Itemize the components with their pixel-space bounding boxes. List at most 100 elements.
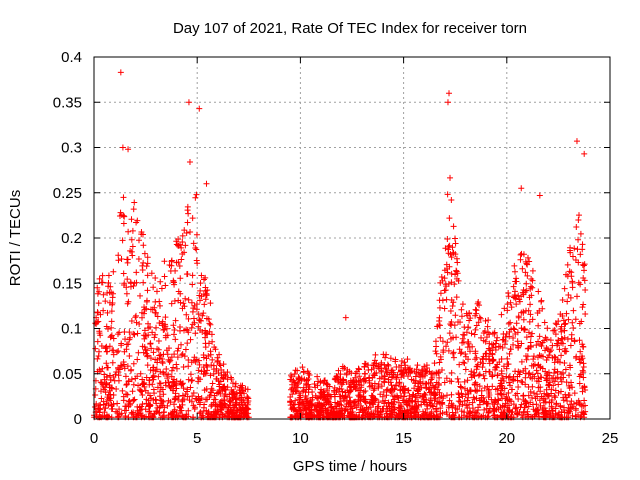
data-point <box>404 410 411 417</box>
data-point <box>515 383 522 390</box>
data-point <box>137 370 144 377</box>
data-point <box>527 388 534 395</box>
data-point <box>115 377 122 384</box>
data-point <box>459 393 466 400</box>
data-point <box>492 366 499 373</box>
data-point <box>103 381 110 388</box>
data-point <box>98 395 105 402</box>
data-point <box>418 367 425 374</box>
data-point <box>437 353 444 360</box>
data-point <box>231 392 238 399</box>
data-point <box>439 338 446 345</box>
data-point <box>108 324 115 331</box>
outlier-point <box>342 314 349 321</box>
data-point <box>195 367 202 374</box>
data-point <box>538 393 545 400</box>
data-point <box>419 366 426 373</box>
data-point <box>190 240 197 247</box>
data-point <box>185 357 192 364</box>
data-point <box>289 391 296 398</box>
data-point <box>558 328 565 335</box>
data-point <box>135 382 142 389</box>
data-point <box>102 389 109 396</box>
data-point <box>534 310 541 317</box>
outlier-point <box>203 180 210 187</box>
data-point <box>324 410 331 417</box>
data-point <box>160 369 167 376</box>
data-point <box>92 392 99 399</box>
data-point <box>202 274 209 281</box>
data-point <box>217 401 224 408</box>
data-point <box>202 334 209 341</box>
data-point <box>213 402 220 409</box>
data-point <box>160 391 167 398</box>
data-point <box>102 298 109 305</box>
data-point <box>124 363 131 370</box>
data-point <box>127 334 134 341</box>
data-point <box>385 399 392 406</box>
data-point <box>495 396 502 403</box>
data-point <box>485 317 492 324</box>
data-point <box>346 394 353 401</box>
data-point <box>464 344 471 351</box>
data-point <box>130 330 137 337</box>
data-point <box>106 289 113 296</box>
data-point <box>551 369 558 376</box>
data-point <box>506 396 513 403</box>
data-point <box>340 395 347 402</box>
data-point <box>471 331 478 338</box>
data-point <box>217 378 224 385</box>
data-point <box>450 412 457 419</box>
data-point <box>187 336 194 343</box>
data-point <box>501 341 508 348</box>
data-point <box>163 365 170 372</box>
data-point <box>313 394 320 401</box>
data-point <box>289 385 296 392</box>
data-point <box>119 237 126 244</box>
data-point <box>165 371 172 378</box>
data-point <box>120 220 127 227</box>
data-point <box>155 337 162 344</box>
data-point <box>159 402 166 409</box>
x-tick-label: 10 <box>292 430 309 447</box>
data-point <box>127 367 134 374</box>
data-point <box>95 288 102 295</box>
data-point <box>372 407 379 414</box>
data-point <box>100 401 107 408</box>
data-point <box>475 319 482 326</box>
data-point <box>445 402 452 409</box>
data-point <box>123 290 130 297</box>
data-point <box>115 257 122 264</box>
data-point <box>302 404 309 411</box>
data-point <box>307 413 314 420</box>
data-point <box>139 391 146 398</box>
data-point <box>353 404 360 411</box>
data-point <box>525 384 532 391</box>
data-point <box>141 379 148 386</box>
data-point <box>575 217 582 224</box>
data-point <box>291 401 298 408</box>
data-point <box>567 364 574 371</box>
data-point <box>406 402 413 409</box>
data-point <box>381 400 388 407</box>
data-point <box>484 323 491 330</box>
data-point <box>567 294 574 301</box>
data-point <box>405 387 412 394</box>
data-point <box>153 408 160 415</box>
data-point <box>131 396 138 403</box>
outlier-point <box>125 146 132 153</box>
data-point <box>123 382 130 389</box>
data-point <box>330 412 337 419</box>
data-point <box>154 404 161 411</box>
data-point <box>388 369 395 376</box>
data-point <box>566 268 573 275</box>
data-point <box>103 400 110 407</box>
data-point <box>518 325 525 332</box>
data-point <box>226 410 233 417</box>
data-point <box>506 350 513 357</box>
data-point <box>190 357 197 364</box>
data-point <box>170 364 177 371</box>
data-point <box>529 371 536 378</box>
data-point <box>388 382 395 389</box>
data-point <box>428 408 435 415</box>
